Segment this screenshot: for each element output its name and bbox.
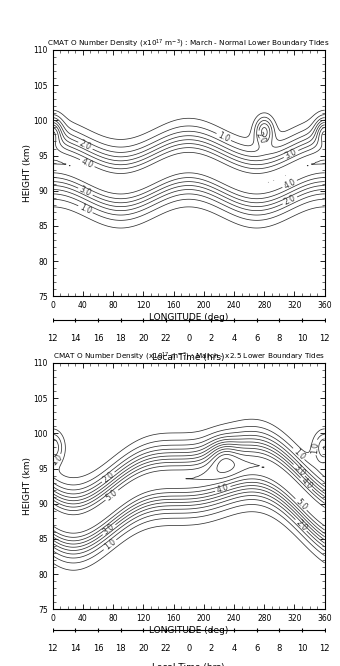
Text: 20: 20 <box>138 644 149 653</box>
Text: 3.0: 3.0 <box>78 185 93 198</box>
Text: 3.0: 3.0 <box>292 463 307 478</box>
Text: 1.0: 1.0 <box>103 537 118 552</box>
Text: 1.0: 1.0 <box>49 453 64 468</box>
Text: 16: 16 <box>93 644 103 653</box>
Text: 2.0: 2.0 <box>283 194 297 207</box>
Text: 20: 20 <box>138 334 149 344</box>
Text: 18: 18 <box>115 644 126 653</box>
Text: 4.0: 4.0 <box>216 483 230 495</box>
Text: 5.0: 5.0 <box>104 488 119 502</box>
Text: 12: 12 <box>48 334 58 344</box>
Text: 4.0: 4.0 <box>282 177 297 190</box>
Text: 2.0: 2.0 <box>253 131 267 146</box>
Text: 10: 10 <box>297 644 307 653</box>
Text: 2.0: 2.0 <box>294 518 308 533</box>
Text: 2.0: 2.0 <box>78 139 93 153</box>
Text: 6: 6 <box>254 334 259 344</box>
Text: 4: 4 <box>232 644 237 653</box>
Text: 10: 10 <box>297 334 307 344</box>
Text: 14: 14 <box>70 644 81 653</box>
Text: 1.0: 1.0 <box>291 446 306 462</box>
Text: 2: 2 <box>209 644 214 653</box>
Text: 14: 14 <box>70 334 81 344</box>
Text: 22: 22 <box>161 334 171 344</box>
Text: 12: 12 <box>320 334 330 344</box>
Text: 0: 0 <box>186 334 191 344</box>
Y-axis label: HEIGHT (km): HEIGHT (km) <box>23 144 32 202</box>
Text: 8: 8 <box>277 334 282 344</box>
Text: 18: 18 <box>115 334 126 344</box>
Text: 3.0: 3.0 <box>284 147 299 161</box>
Text: 1.0: 1.0 <box>216 131 231 144</box>
Text: 1.0: 1.0 <box>310 441 320 454</box>
Text: 4: 4 <box>232 334 237 344</box>
Text: Local Time (hrs): Local Time (hrs) <box>152 353 225 362</box>
Text: 22: 22 <box>161 644 171 653</box>
Text: 0: 0 <box>186 644 191 653</box>
Text: 3.0: 3.0 <box>102 522 117 537</box>
Text: 8: 8 <box>277 644 282 653</box>
Text: 12: 12 <box>320 644 330 653</box>
Text: 5.0: 5.0 <box>293 497 308 512</box>
X-axis label: LONGITUDE (deg): LONGITUDE (deg) <box>149 313 228 322</box>
Text: 12: 12 <box>48 644 58 653</box>
Text: 2: 2 <box>209 334 214 344</box>
Text: 1.0: 1.0 <box>78 202 93 216</box>
Text: 16: 16 <box>93 334 103 344</box>
Text: 6: 6 <box>254 644 259 653</box>
Text: 4.0: 4.0 <box>299 476 314 491</box>
Title: CMAT O Number Density (x10$^{17}$ m$^{-3}$) : March - Normal Lower Boundary Tide: CMAT O Number Density (x10$^{17}$ m$^{-3… <box>47 38 330 50</box>
Text: 2.0: 2.0 <box>101 470 116 484</box>
Y-axis label: HEIGHT (km): HEIGHT (km) <box>23 457 32 515</box>
Text: 4.0: 4.0 <box>80 157 95 170</box>
Title: CMAT O Number Density (x10$^{17}$ m$^{-3}$) : March - x2.5 Lower Boundary Tides: CMAT O Number Density (x10$^{17}$ m$^{-3… <box>53 351 325 363</box>
X-axis label: LONGITUDE (deg): LONGITUDE (deg) <box>149 626 228 635</box>
Text: Local Time (hrs): Local Time (hrs) <box>152 663 225 666</box>
